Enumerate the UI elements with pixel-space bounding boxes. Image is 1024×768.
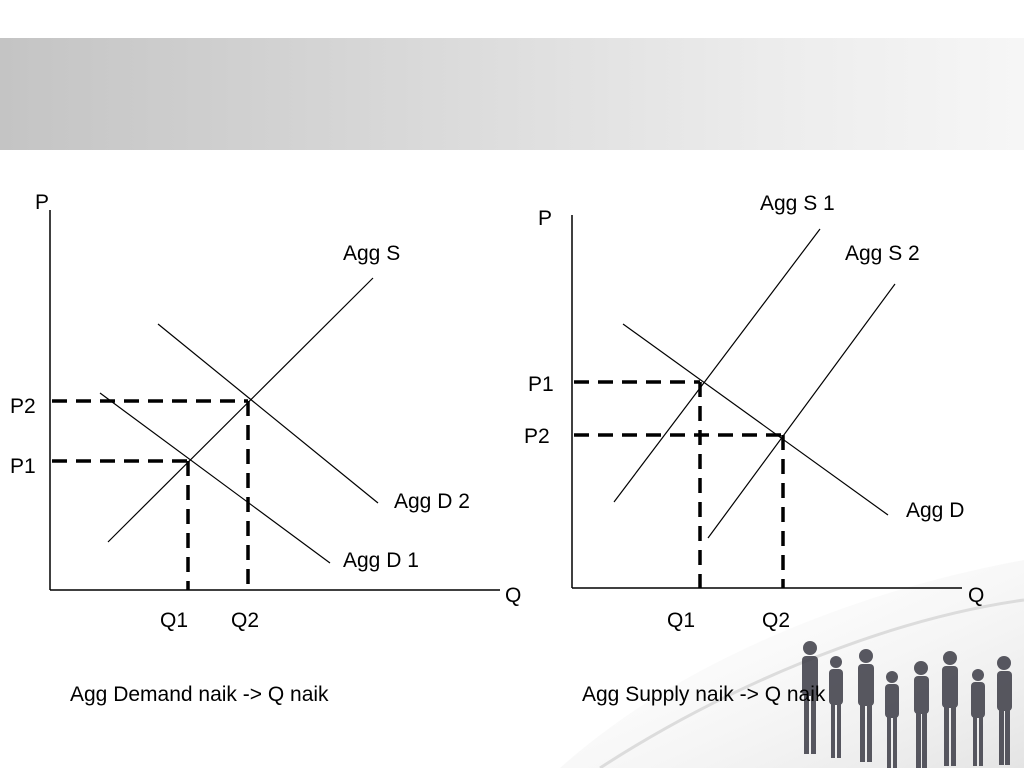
right-supply2-line — [707, 283, 896, 539]
right-caption: Agg Supply naik -> Q naik — [582, 683, 826, 706]
right-p2-label: P2 — [524, 425, 550, 448]
right-q2-label: Q2 — [762, 609, 790, 632]
left-demand1-line — [99, 392, 331, 564]
right-p1-label: P1 — [528, 373, 554, 396]
left-p1-label: P1 — [10, 455, 36, 478]
left-demand2-line — [157, 323, 379, 504]
right-supply1-label: Agg S 1 — [760, 192, 835, 215]
people-silhouettes-icon — [802, 641, 1012, 768]
left-demand1-label: Agg D 1 — [343, 549, 419, 572]
left-q1-label: Q1 — [160, 609, 188, 632]
left-axis-p-label: P — [35, 191, 49, 214]
left-diagram: P Q Agg S Agg D 2 Agg D 1 P2 P1 Q1 Q2 — [10, 191, 521, 632]
left-supply-label: Agg S — [343, 242, 400, 265]
left-caption: Agg Demand naik -> Q naik — [70, 683, 329, 706]
left-axis-q-label: Q — [505, 584, 521, 607]
left-supply-line — [107, 277, 374, 543]
right-q1-label: Q1 — [667, 609, 695, 632]
header-banner — [0, 38, 1024, 150]
left-p2-label: P2 — [10, 395, 36, 418]
right-axis-q-label: Q — [968, 584, 984, 607]
right-demand-label: Agg D — [906, 499, 964, 522]
right-supply2-label: Agg S 2 — [845, 242, 920, 265]
right-supply1-line — [613, 228, 821, 503]
swoosh-shape — [560, 560, 1024, 768]
left-q2-label: Q2 — [231, 609, 259, 632]
left-demand2-label: Agg D 2 — [394, 490, 470, 513]
right-demand-line — [622, 323, 889, 516]
right-diagram: P Q Agg S 1 Agg S 2 Agg D P1 P2 Q1 Q2 — [524, 192, 984, 632]
right-axis-p-label: P — [538, 207, 552, 230]
